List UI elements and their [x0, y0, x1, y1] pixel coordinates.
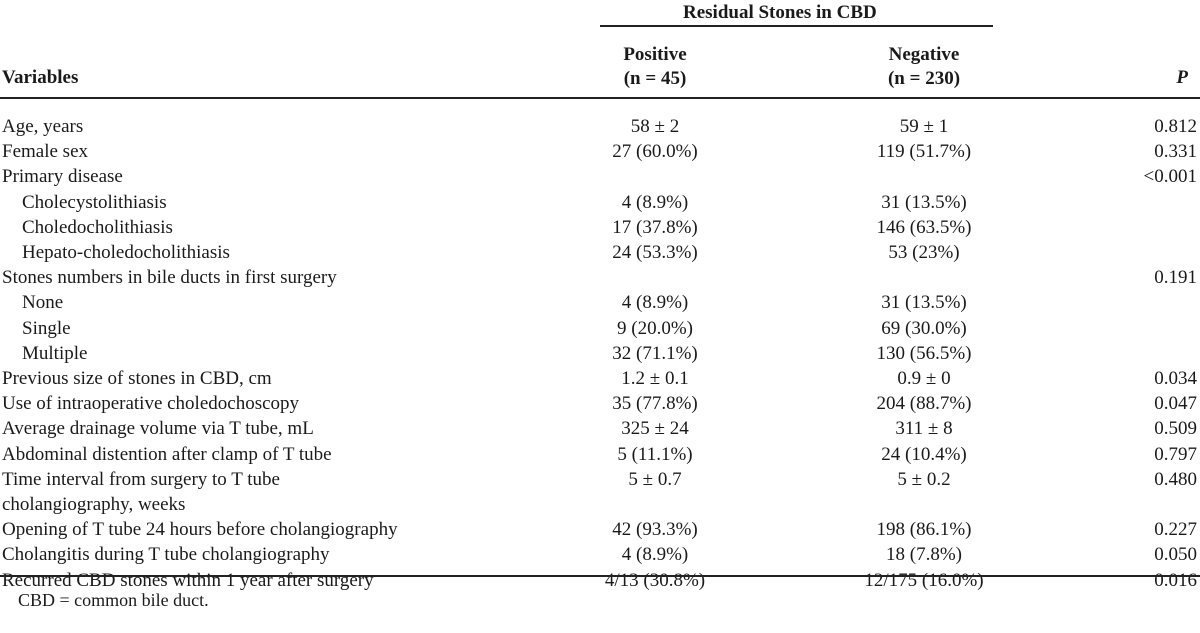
- negative-cell: 69 (30.0%): [881, 317, 967, 339]
- table-row: None 4 (8.9%) 31 (13.5%): [0, 290, 1200, 315]
- table-row: Cholecystolithiasis 4 (8.9%) 31 (13.5%): [0, 190, 1200, 215]
- variable-cell: Average drainage volume via T tube, mL: [2, 418, 314, 440]
- variable-cell: Cholangitis during T tube cholangiograph…: [2, 544, 330, 566]
- positive-cell: 325 ± 24: [621, 418, 689, 440]
- table-row: Average drainage volume via T tube, mL 32…: [0, 416, 1200, 441]
- variable-cell: Multiple: [22, 342, 88, 364]
- negative-cell: 31 (13.5%): [881, 191, 967, 213]
- variable-cell: Recurred CBD stones within 1 year after …: [2, 569, 374, 591]
- table-bottom-rule: [0, 575, 1200, 577]
- table-row: Age, years 58 ± 2 59 ± 1 0.812: [0, 114, 1200, 139]
- table-row: Choledocholithiasis 17 (37.8%) 146 (63.5%): [0, 215, 1200, 240]
- p-value-cell: 0.016: [1154, 569, 1197, 591]
- negative-cell: 53 (23%): [888, 242, 960, 263]
- table-row: Cholangitis during T tube cholangiograph…: [0, 542, 1200, 567]
- variable-cell: Hepato-choledocholithiasis: [22, 242, 230, 263]
- group-header-residual-stones: Residual Stones in CBD: [683, 2, 877, 23]
- p-value-cell: 0.331: [1154, 141, 1197, 163]
- positive-label: Positive: [623, 44, 687, 65]
- p-value-cell: 0.480: [1154, 468, 1197, 490]
- variable-cell: Previous size of stones in CBD, cm: [2, 368, 272, 389]
- negative-cell: 12/175 (16.0%): [864, 569, 984, 591]
- negative-cell: 24 (10.4%): [881, 443, 967, 465]
- table-footnote: CBD = common bile duct.: [18, 590, 209, 610]
- column-header-p: P: [1176, 67, 1188, 88]
- table-row: Time interval from surgery to T tube 5 ± …: [0, 467, 1200, 492]
- negative-cell: 119 (51.7%): [876, 141, 972, 163]
- variable-cell: Abdominal distention after clamp of T tu…: [2, 443, 332, 465]
- table-row: Primary disease <0.001: [0, 164, 1200, 189]
- p-value-cell: 0.812: [1154, 116, 1197, 137]
- variable-cell: Single: [22, 317, 71, 339]
- positive-cell: 35 (77.8%): [612, 393, 698, 415]
- variable-cell: None: [22, 292, 64, 314]
- table-row: Female sex 27 (60.0%) 119 (51.7%) 0.331: [0, 139, 1200, 164]
- column-header-positive: Positive (n = 45): [545, 43, 765, 91]
- negative-cell: 130 (56.5%): [876, 342, 972, 364]
- header-bottom-rule: [0, 97, 1200, 99]
- negative-cell: 0.9 ± 0: [897, 368, 951, 389]
- table-row: cholangiography, weeks: [0, 492, 1200, 517]
- negative-cell: 198 (86.1%): [876, 519, 972, 541]
- table-row: Opening of T tube 24 hours before cholan…: [0, 517, 1200, 542]
- table-row: Abdominal distention after clamp of T tu…: [0, 442, 1200, 467]
- table-row: Previous size of stones in CBD, cm 1.2 ± …: [0, 366, 1200, 391]
- negative-cell: 204 (88.7%): [876, 393, 972, 415]
- variable-cell: Primary disease: [2, 166, 123, 188]
- table-row: Use of intraoperative choledochoscopy 35 …: [0, 391, 1200, 416]
- positive-cell: 1.2 ± 0.1: [621, 368, 689, 389]
- table-row: Multiple 32 (71.1%) 130 (56.5%): [0, 341, 1200, 366]
- positive-cell: 27 (60.0%): [612, 141, 698, 163]
- column-header-negative: Negative (n = 230): [814, 43, 1034, 91]
- negative-cell: 146 (63.5%): [876, 216, 972, 238]
- positive-cell: 42 (93.3%): [612, 519, 698, 541]
- table-row: Single 9 (20.0%) 69 (30.0%): [0, 316, 1200, 341]
- variable-cell: Time interval from surgery to T tube: [2, 468, 280, 490]
- variable-cell: Choledocholithiasis: [22, 216, 173, 238]
- positive-cell: 5 (11.1%): [617, 443, 693, 465]
- variable-cell: Cholecystolithiasis: [22, 191, 167, 213]
- positive-cell: 17 (37.8%): [612, 216, 698, 238]
- p-value-cell: 0.797: [1154, 443, 1197, 465]
- p-value-cell: 0.047: [1154, 393, 1197, 415]
- positive-cell: 24 (53.3%): [612, 242, 698, 263]
- negative-cell: 18 (7.8%): [886, 544, 962, 566]
- negative-cell: 5 ± 0.2: [897, 468, 951, 490]
- variable-cell: Opening of T tube 24 hours before cholan…: [2, 519, 398, 541]
- positive-cell: 58 ± 2: [630, 116, 680, 137]
- table-row: Recurred CBD stones within 1 year after …: [0, 568, 1200, 593]
- positive-cell: 4 (8.9%): [621, 191, 689, 213]
- p-value-cell: <0.001: [1143, 166, 1197, 188]
- positive-cell: 5 ± 0.7: [628, 468, 682, 490]
- p-value-cell: 0.227: [1154, 519, 1197, 541]
- p-value-cell: 0.191: [1154, 267, 1197, 289]
- p-value-cell: 0.050: [1154, 544, 1197, 566]
- negative-cell: 31 (13.5%): [881, 292, 967, 314]
- negative-label: Negative: [888, 44, 960, 65]
- positive-cell: 4/13 (30.8%): [604, 569, 706, 591]
- variable-cell: Use of intraoperative choledochoscopy: [2, 393, 300, 415]
- positive-cell: 32 (71.1%): [612, 342, 698, 364]
- variable-cell: Female sex: [2, 141, 89, 163]
- group-header-underline: [600, 25, 993, 27]
- positive-cell: 9 (20.0%): [617, 317, 693, 339]
- negative-cell: 59 ± 1: [899, 116, 949, 137]
- column-header-variables: Variables: [2, 67, 79, 88]
- variable-cell: cholangiography, weeks: [2, 494, 186, 515]
- table-row: Stones numbers in bile ducts in first su…: [0, 265, 1200, 290]
- table-row: Hepato-choledocholithiasis 24 (53.3%) 53 (…: [0, 240, 1200, 265]
- p-value-cell: 0.509: [1154, 418, 1197, 440]
- variable-cell: Stones numbers in bile ducts in first su…: [2, 267, 337, 289]
- variable-cell: Age, years: [2, 116, 84, 137]
- negative-cell: 311 ± 8: [895, 418, 953, 440]
- positive-cell: 4 (8.9%): [621, 544, 689, 566]
- positive-cell: 4 (8.9%): [621, 292, 689, 314]
- p-value-cell: 0.034: [1154, 368, 1197, 389]
- positive-n: (n = 45): [623, 68, 687, 89]
- negative-n: (n = 230): [887, 68, 961, 89]
